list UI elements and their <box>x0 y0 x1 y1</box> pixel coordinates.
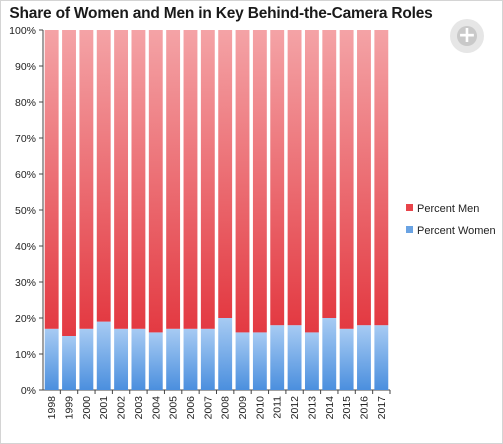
y-tick-label: 0% <box>21 385 36 397</box>
bar-men <box>252 30 267 333</box>
x-tick-label: 1999 <box>64 396 76 420</box>
y-tick-label: 20% <box>15 313 36 325</box>
bar-women <box>62 336 76 390</box>
bar-men <box>131 30 146 329</box>
legend-label: Percent Men <box>417 203 479 215</box>
y-tick-label: 70% <box>15 133 36 145</box>
bar-women <box>287 325 302 390</box>
bar-men <box>62 30 76 336</box>
bar-women <box>252 332 267 390</box>
bar-men <box>96 30 111 322</box>
x-tick-label: 2013 <box>306 396 318 420</box>
legend-swatch <box>406 204 413 211</box>
expand-plus-icon[interactable] <box>450 19 484 53</box>
x-tick-label: 2014 <box>324 396 336 420</box>
bar-men <box>304 30 319 333</box>
legend-swatch <box>406 226 413 233</box>
x-tick-label: 2016 <box>358 396 370 420</box>
bar-women <box>96 321 111 390</box>
x-tick-label: 2010 <box>254 396 266 420</box>
y-tick-label: 50% <box>15 205 36 217</box>
x-tick-label: 2005 <box>168 396 180 420</box>
bar-men <box>183 30 198 329</box>
bar-men <box>235 30 250 333</box>
y-tick-label: 40% <box>15 241 36 253</box>
bar-men <box>218 30 233 318</box>
bar-women <box>183 328 198 390</box>
bar-men <box>374 30 389 326</box>
bar-women <box>200 328 215 390</box>
y-tick-label: 90% <box>15 61 36 73</box>
bar-women <box>166 328 181 390</box>
bar-women <box>357 325 371 390</box>
bar-men <box>44 30 59 329</box>
bar-women <box>114 328 129 390</box>
x-tick-label: 2002 <box>116 396 128 420</box>
bar-women <box>44 328 59 390</box>
x-tick-label: 2009 <box>237 396 249 420</box>
bar-women <box>304 332 319 390</box>
bar-women <box>374 325 389 390</box>
x-tick-label: 2017 <box>376 396 388 420</box>
x-tick-label: 2015 <box>341 396 353 420</box>
x-tick-label: 2012 <box>289 396 301 420</box>
y-tick-label: 30% <box>15 277 36 289</box>
bar-men <box>287 30 302 326</box>
bar-women <box>235 332 250 390</box>
bar-women <box>131 328 146 390</box>
x-tick-label: 2004 <box>150 396 162 420</box>
bar-men <box>357 30 371 326</box>
y-tick-label: 80% <box>15 97 36 109</box>
x-tick-label: 2008 <box>220 396 232 420</box>
x-tick-label: 2001 <box>98 396 110 420</box>
bar-women <box>339 328 354 390</box>
bar-men <box>79 30 94 329</box>
bar-women <box>322 318 337 390</box>
x-tick-label: 2000 <box>81 396 93 420</box>
bar-women <box>270 325 285 390</box>
bar-men <box>148 30 163 333</box>
x-tick-label: 2006 <box>185 396 197 420</box>
y-tick-label: 60% <box>15 169 36 181</box>
bar-women <box>148 332 163 390</box>
bar-women <box>79 328 94 390</box>
bar-women <box>218 318 233 390</box>
bar-men <box>270 30 285 326</box>
legend-label: Percent Women <box>417 225 496 237</box>
x-tick-label: 2007 <box>202 396 214 420</box>
bar-men <box>114 30 129 329</box>
x-tick-label: 2011 <box>272 396 284 419</box>
x-tick-label: 1998 <box>46 396 58 420</box>
chart-title: Share of Women and Men in Key Behind-the… <box>9 5 433 22</box>
bar-men <box>166 30 181 329</box>
bar-men <box>200 30 215 329</box>
y-tick-label: 10% <box>15 349 36 361</box>
bar-men <box>322 30 337 318</box>
x-tick-label: 2003 <box>133 396 145 420</box>
bar-men <box>339 30 354 329</box>
y-tick-label: 100% <box>9 25 36 37</box>
